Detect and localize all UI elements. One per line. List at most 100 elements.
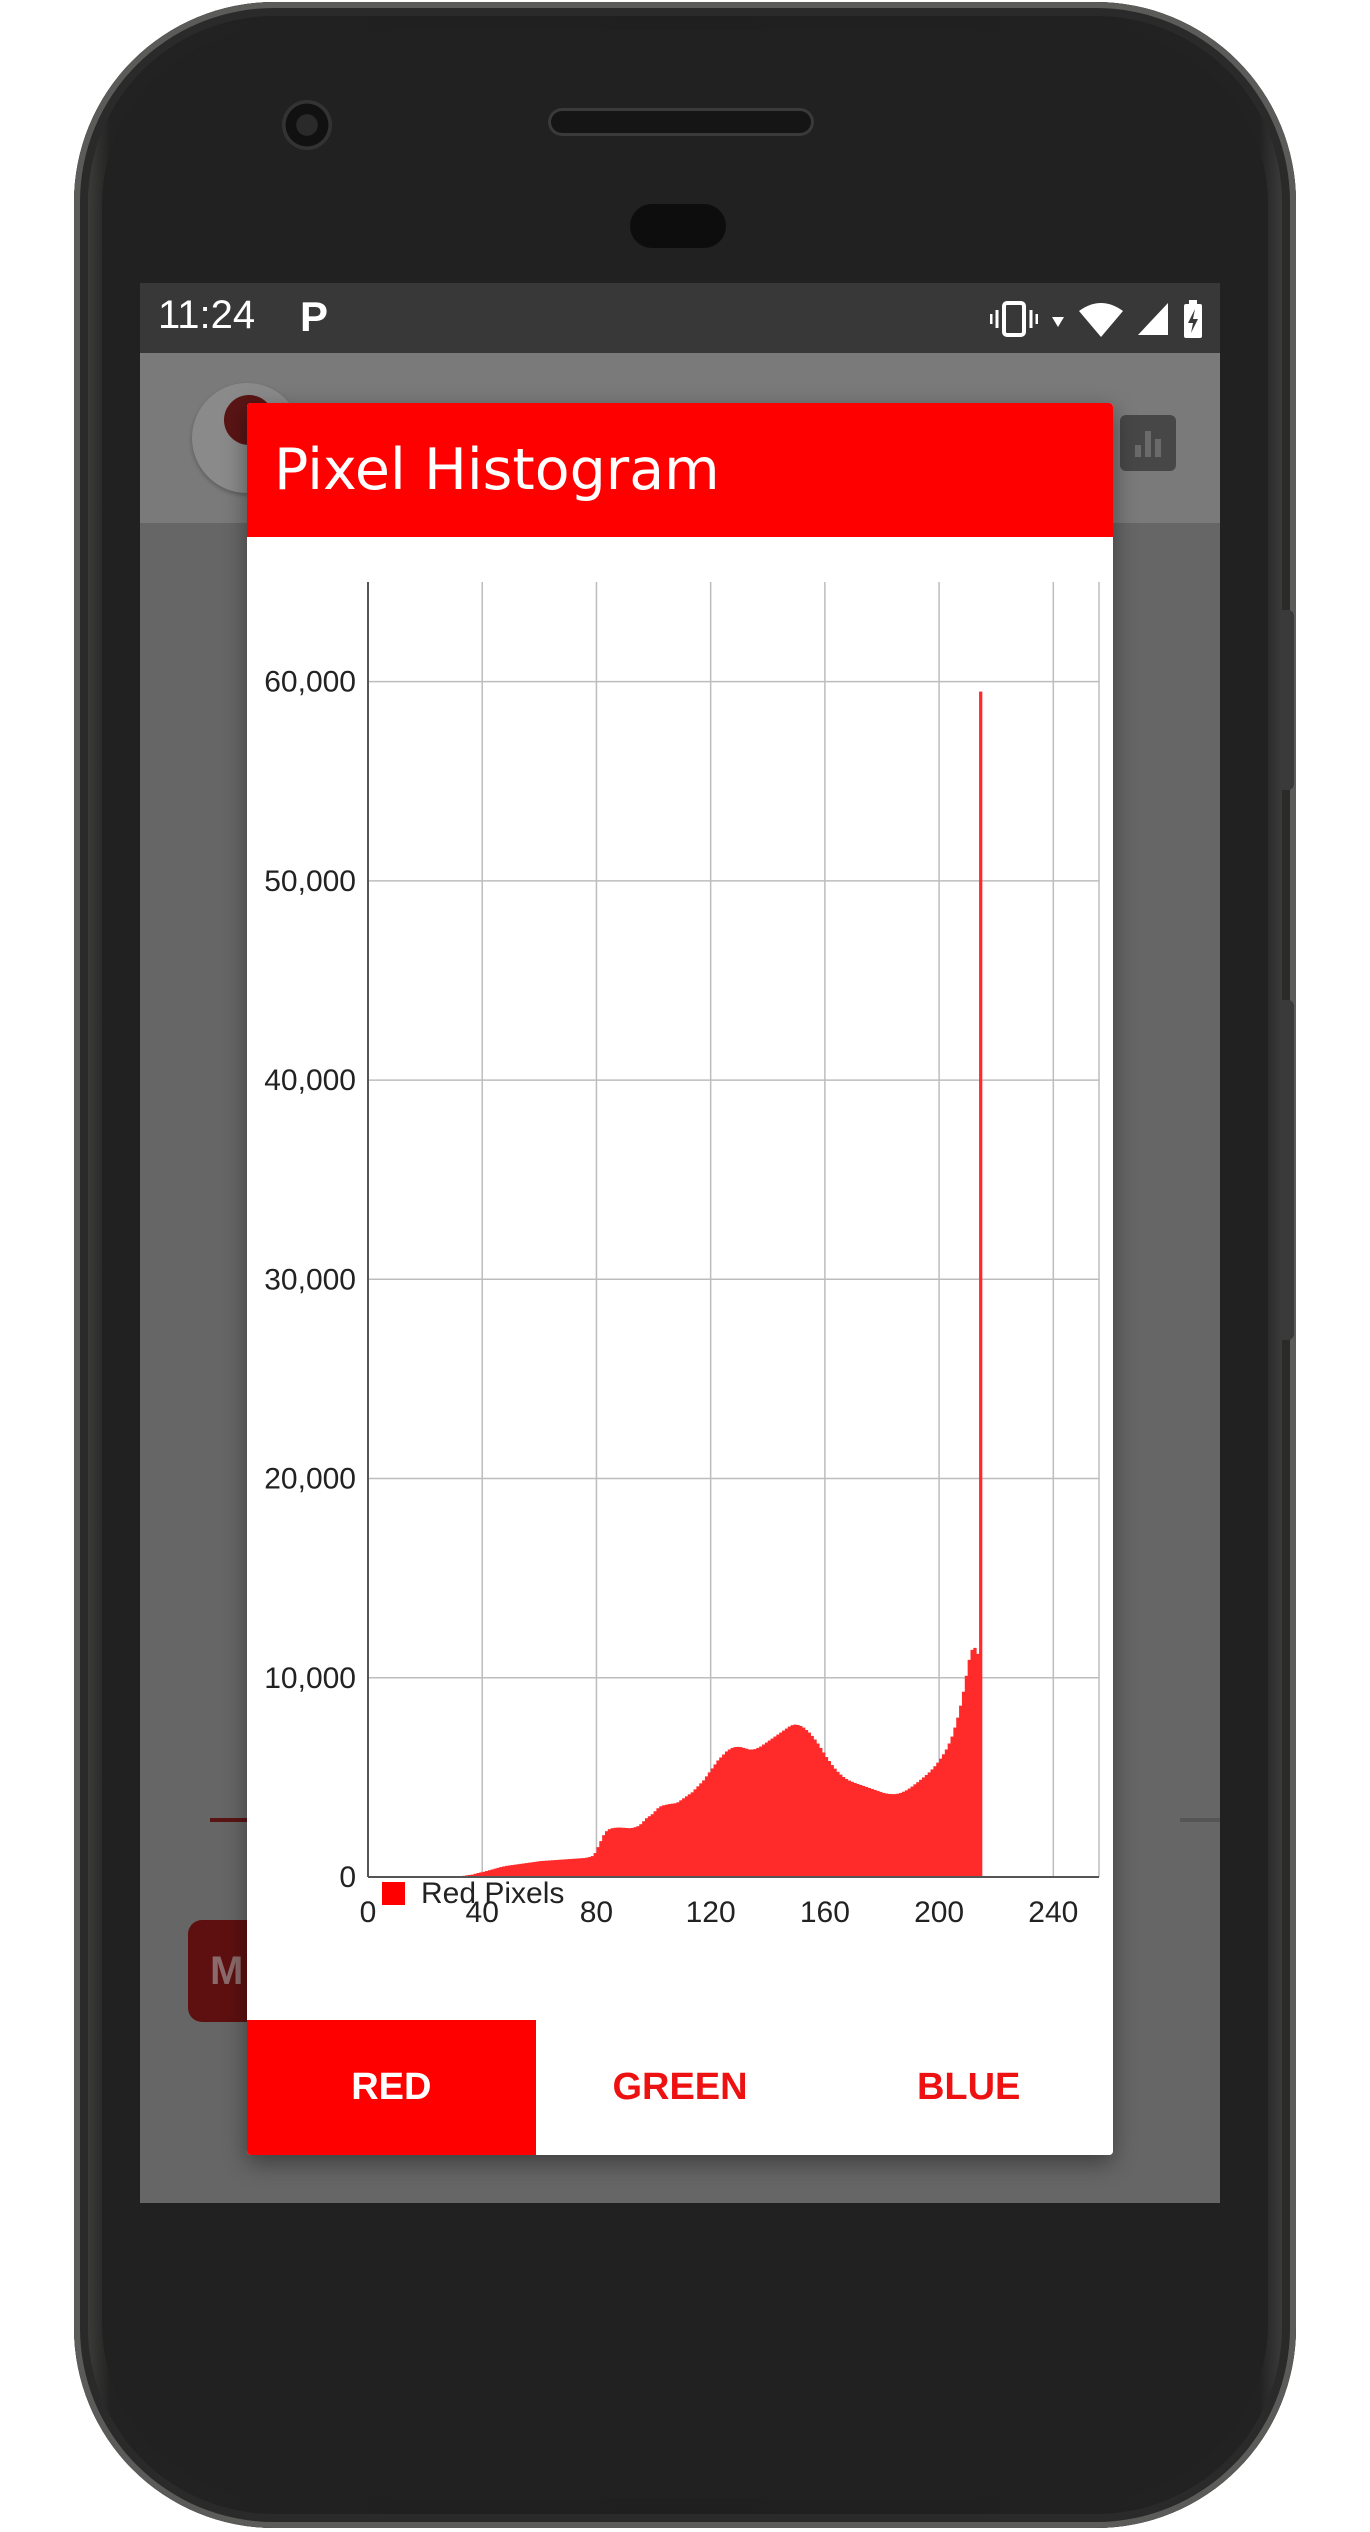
histogram-bar: [961, 1691, 966, 1877]
histogram-bar: [853, 1782, 857, 1877]
histogram-bar: [916, 1782, 920, 1877]
histogram-bar: [713, 1764, 717, 1877]
histogram-bar: [833, 1768, 837, 1877]
histogram-bar: [742, 1747, 746, 1877]
x-tick-label: 40: [466, 1896, 499, 1929]
histogram-bar: [699, 1783, 703, 1877]
histogram-bar: [627, 1828, 632, 1877]
histogram-bar: [899, 1792, 903, 1877]
histogram-bar: [921, 1777, 926, 1877]
histogram-bar: [919, 1779, 923, 1877]
histogram-bar: [667, 1804, 672, 1877]
histogram-bar: [682, 1798, 686, 1877]
histogram-bar: [502, 1866, 506, 1877]
histogram-bar: [896, 1793, 900, 1877]
power-button: [1282, 610, 1294, 790]
histogram-bar: [722, 1754, 726, 1877]
histogram-bar: [824, 1757, 829, 1877]
histogram-bar: [839, 1774, 843, 1877]
histogram-bar: [887, 1793, 891, 1877]
histogram-bar: [690, 1792, 694, 1877]
histogram-bar: [964, 1675, 969, 1877]
histogram-bar: [624, 1827, 629, 1877]
histogram-bar: [842, 1776, 846, 1877]
histogram-bar: [533, 1861, 537, 1877]
histogram-bar: [870, 1788, 874, 1877]
histogram-bar: [607, 1829, 612, 1877]
battery-charging-icon: [1184, 300, 1202, 338]
histogram-bar: [622, 1827, 626, 1877]
histogram-bar: [770, 1738, 774, 1877]
histogram-bar: [819, 1747, 823, 1877]
histogram-bar: [687, 1794, 692, 1877]
histogram-bar: [822, 1752, 826, 1877]
x-tick-label: 240: [1028, 1896, 1078, 1929]
tab-green[interactable]: GREEN: [535, 2020, 825, 2155]
histogram-bar: [861, 1785, 866, 1877]
histogram-bar: [776, 1734, 780, 1877]
vibrate-icon: [990, 301, 1038, 337]
proximity-sensor: [630, 204, 726, 248]
histogram-bar: [585, 1857, 589, 1877]
histogram-bar: [610, 1828, 614, 1877]
histogram-bar: [844, 1778, 849, 1877]
histogram-bar: [605, 1831, 609, 1877]
histogram-bar: [562, 1859, 566, 1877]
volume-button: [1282, 1000, 1294, 1340]
histogram-bar: [650, 1814, 654, 1877]
histogram-bar: [693, 1789, 697, 1877]
screen: 11:24 P: [140, 283, 1220, 2203]
histogram-bar: [656, 1808, 660, 1877]
histogram-bar: [487, 1870, 492, 1877]
histogram-bar: [559, 1859, 563, 1877]
bar-chart-icon[interactable]: [1120, 415, 1176, 471]
histogram-bar: [513, 1864, 517, 1877]
histogram-bar: [836, 1771, 840, 1877]
y-tick-label: 30,000: [264, 1263, 356, 1296]
histogram-bar: [730, 1747, 734, 1877]
chart-legend: Red Pixels: [382, 1877, 564, 1910]
histogram-bar: [590, 1856, 594, 1877]
histogram-bar: [476, 1873, 480, 1877]
histogram-bar: [753, 1749, 757, 1877]
histogram-bar: [904, 1790, 909, 1877]
histogram-bar: [813, 1739, 817, 1877]
chart-axes: [367, 582, 1099, 1878]
histogram-bar: [482, 1871, 486, 1877]
bar-chart-glyph: [1135, 431, 1161, 457]
dialog-header: Pixel Histogram: [247, 403, 1113, 537]
histogram-dialog: Pixel Histogram 0 10,000 20,000 30,000 40,00…: [247, 403, 1113, 2155]
tab-red[interactable]: RED: [247, 2020, 536, 2155]
histogram-bar: [485, 1871, 489, 1877]
tab-blue[interactable]: BLUE: [824, 2020, 1113, 2155]
histogram-bar: [773, 1736, 777, 1877]
histogram-bar: [876, 1790, 880, 1877]
histogram-bar: [907, 1788, 911, 1877]
histogram-bar: [470, 1874, 475, 1877]
histogram-bar: [927, 1772, 931, 1877]
histogram-bar: [490, 1869, 495, 1877]
histogram-bar: [736, 1746, 740, 1877]
histogram-bar: [944, 1749, 949, 1877]
histogram-bar: [976, 1653, 980, 1877]
histogram-bar: [750, 1749, 754, 1877]
histogram-bar: [539, 1861, 543, 1877]
histogram-bar: [733, 1747, 737, 1877]
histogram-bar: [553, 1860, 557, 1877]
histogram-bar: [676, 1802, 680, 1877]
histogram-bar: [830, 1765, 834, 1877]
status-bar: 11:24 P: [140, 283, 1220, 353]
histogram-bar: [527, 1862, 532, 1877]
histogram-bar: [702, 1780, 706, 1877]
histogram-bar: [864, 1786, 869, 1877]
histogram-bar: [787, 1726, 792, 1877]
histogram-bar: [764, 1742, 769, 1877]
histogram-bar: [493, 1868, 497, 1877]
histogram-bar: [576, 1858, 580, 1877]
histogram-bar: [939, 1758, 943, 1877]
histogram-bar: [545, 1860, 549, 1877]
histogram-bar: [924, 1774, 929, 1877]
histogram-bar: [567, 1859, 572, 1877]
histogram-bar: [890, 1794, 894, 1877]
histogram-bars: [453, 691, 983, 1877]
